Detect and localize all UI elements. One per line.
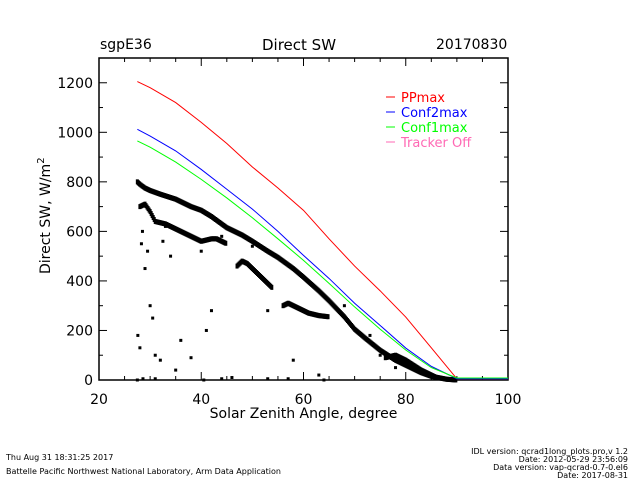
observed-outlier-point bbox=[151, 316, 155, 320]
x-tick-label: 80 bbox=[397, 392, 415, 408]
footer-institution: Battelle Pacific Northwest National Labo… bbox=[6, 467, 281, 476]
observed-outlier-point bbox=[291, 358, 295, 362]
observed-outlier-point bbox=[220, 377, 224, 381]
footer-data-date: Date: 2017-08-31 bbox=[557, 471, 628, 480]
observed-outlier-point bbox=[140, 229, 144, 233]
observed-outlier-point bbox=[220, 234, 224, 238]
chart-title: Direct SW bbox=[262, 36, 337, 54]
site-label: sgpE36 bbox=[100, 37, 152, 53]
observed-outlier-point bbox=[148, 304, 152, 308]
observed-outlier-point bbox=[322, 378, 326, 382]
legend-entry-conf1max: Conf1max bbox=[401, 121, 468, 136]
y-axis-label: Direct SW, W/m2 bbox=[36, 157, 54, 274]
observed-outlier-point bbox=[199, 249, 203, 253]
observed-outlier-point bbox=[163, 224, 167, 228]
observed-outlier-point bbox=[266, 377, 270, 381]
observed-point bbox=[326, 314, 330, 320]
y-axis-label-superscript: 2 bbox=[36, 157, 47, 163]
observed-outlier-point bbox=[139, 242, 143, 246]
y-tick-label: 400 bbox=[66, 274, 93, 290]
observed-outlier-point bbox=[204, 328, 208, 332]
footer-timestamp: Thu Aug 31 18:31:25 2017 bbox=[6, 453, 114, 462]
observed-outlier-point bbox=[368, 333, 372, 337]
x-tick-label: 100 bbox=[495, 392, 522, 408]
observed-outlier-point bbox=[189, 356, 193, 360]
legend-entry-conf2max: Conf2max bbox=[401, 106, 468, 121]
legend-entry-ppmax: PPmax bbox=[401, 91, 445, 106]
date-label: 20170830 bbox=[436, 37, 508, 53]
observed-outlier-point bbox=[394, 366, 398, 370]
line-conf2max bbox=[137, 128, 508, 380]
observed-outlier-point bbox=[179, 338, 183, 342]
observed-outlier-point bbox=[378, 353, 382, 357]
observed-outlier-point bbox=[250, 244, 254, 248]
x-tick-label: 40 bbox=[192, 392, 210, 408]
observed-outlier-point bbox=[209, 309, 213, 313]
footer-data-version: Data version: vap-qcrad-0.7-0.el6 bbox=[493, 463, 628, 472]
y-tick-label: 800 bbox=[66, 175, 93, 191]
x-tick-label: 60 bbox=[295, 392, 313, 408]
observed-outlier-point bbox=[135, 378, 139, 382]
x-tick-label: 20 bbox=[90, 392, 108, 408]
observed-outlier-point bbox=[138, 346, 142, 350]
observed-outlier-point bbox=[169, 254, 173, 258]
line-ppmax bbox=[137, 81, 508, 380]
observed-point bbox=[270, 284, 274, 290]
observed-outlier-point bbox=[317, 373, 321, 377]
observed-outlier-point bbox=[342, 304, 346, 308]
y-tick-label: 1000 bbox=[57, 125, 93, 141]
observed-point bbox=[224, 240, 228, 246]
observed-outlier-point bbox=[136, 333, 140, 337]
observed-outlier-point bbox=[158, 358, 162, 362]
y-tick-label: 0 bbox=[84, 373, 93, 389]
y-tick-label: 1200 bbox=[57, 76, 93, 92]
observed-outlier-point bbox=[202, 378, 206, 382]
observed-point bbox=[433, 374, 437, 380]
observed-outlier-point bbox=[143, 267, 147, 271]
observed-outlier-point bbox=[286, 377, 290, 381]
y-tick-label: 200 bbox=[66, 323, 93, 339]
legend-entry-tracker-off: Tracker Off bbox=[400, 136, 472, 151]
y-tick-label: 600 bbox=[66, 224, 93, 240]
observed-outlier-point bbox=[174, 368, 178, 372]
footer-idl-version: IDL version: qcrad1long_plots.pro,v 1.2 bbox=[471, 447, 628, 456]
footer-idl-date: Date: 2012-05-29 23:56:09 bbox=[518, 455, 628, 464]
observed-outlier-point bbox=[141, 377, 145, 381]
observed-outlier-point bbox=[266, 309, 270, 313]
x-axis-label: Solar Zenith Angle, degree bbox=[210, 406, 398, 422]
line-conf1max bbox=[137, 140, 508, 379]
observed-outlier-point bbox=[153, 377, 157, 381]
observed-outlier-point bbox=[161, 239, 165, 243]
observed-outlier-point bbox=[146, 249, 150, 253]
observed-outlier-point bbox=[230, 376, 234, 380]
observed-outlier-point bbox=[153, 353, 157, 357]
observed-point bbox=[454, 377, 458, 383]
